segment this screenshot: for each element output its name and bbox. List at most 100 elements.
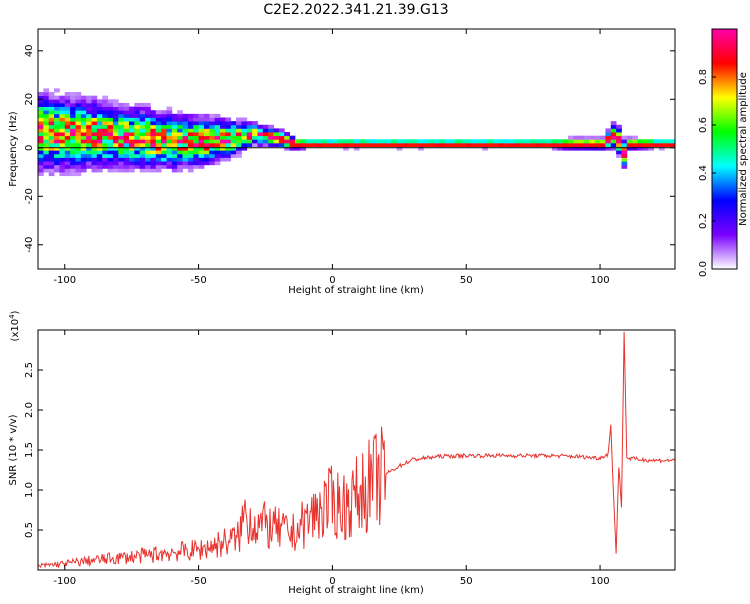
heatmap-cell (230, 121, 237, 126)
heatmap-cell (145, 135, 151, 140)
heatmap-cell (498, 142, 505, 147)
y-tick-label: 2.0 (24, 402, 35, 418)
heatmap-cell (54, 117, 60, 122)
heatmap-cell (225, 121, 232, 126)
heatmap-cell (145, 106, 151, 111)
heatmap-cell (241, 117, 248, 122)
heatmap-cell (38, 150, 44, 155)
heatmap-cell (145, 146, 151, 151)
heatmap-cell (80, 153, 87, 158)
heatmap-cell (214, 132, 221, 137)
heatmap-cell (91, 168, 98, 173)
heatmap-cell (118, 150, 125, 155)
heatmap-cell (209, 121, 216, 126)
heatmap-cell (64, 121, 71, 126)
heatmap-cell (525, 139, 531, 144)
heatmap-cell (150, 124, 157, 129)
heatmap-cell (112, 113, 119, 118)
heatmap-cell (621, 142, 628, 147)
heatmap-cell (107, 113, 114, 118)
heatmap-cell (236, 150, 242, 155)
heatmap-cell (96, 117, 103, 122)
heatmap-cell (134, 135, 141, 140)
heatmap-cell (225, 142, 232, 147)
heatmap-cell (38, 139, 44, 144)
heatmap-cell (43, 164, 50, 169)
heatmap-cell (134, 121, 141, 126)
heatmap-cell (246, 128, 253, 133)
heatmap-cell (134, 146, 141, 151)
heatmap-cell (150, 157, 157, 162)
heatmap-cell (573, 135, 580, 140)
heatmap-cell (161, 132, 167, 137)
heatmap-cell (54, 150, 60, 155)
heatmap-cell (546, 142, 553, 147)
x-tick-label: -100 (53, 275, 76, 286)
heatmap-cell (605, 132, 612, 137)
heatmap-cell (59, 128, 66, 133)
heatmap-cell (80, 110, 87, 115)
heatmap-cell (385, 139, 392, 144)
heatmap-cell (112, 161, 119, 166)
heatmap-cell (450, 142, 456, 147)
heatmap-cell (236, 124, 242, 129)
heatmap-cell (637, 146, 644, 151)
heatmap-cell (145, 128, 151, 133)
heatmap-cell (203, 142, 210, 147)
heatmap-cell (578, 146, 585, 151)
heatmap-cell (257, 128, 264, 133)
heatmap-cell (102, 153, 108, 158)
heatmap-cell (123, 146, 130, 151)
heatmap-cell (118, 113, 125, 118)
heatmap-cell (658, 146, 665, 151)
heatmap-cell (91, 142, 98, 147)
heatmap-cell (150, 161, 157, 166)
heatmap-cell (155, 124, 162, 129)
heatmap-cell (43, 110, 50, 115)
heatmap-cell (54, 121, 60, 126)
heatmap-cell (161, 113, 167, 118)
heatmap-cell (214, 153, 221, 158)
heatmap-cell (573, 139, 580, 144)
heatmap-cell (439, 139, 446, 144)
heatmap-cell (616, 139, 622, 144)
heatmap-cell (246, 132, 253, 137)
heatmap-cell (268, 135, 274, 140)
snr-frame (37, 329, 676, 571)
heatmap-cell (187, 117, 194, 122)
heatmap-cell (487, 142, 494, 147)
heatmap-cell (96, 99, 103, 104)
heatmap-cell (632, 146, 638, 151)
heatmap-cell (514, 142, 521, 147)
heatmap-cell (557, 146, 563, 151)
heatmap-cell (123, 150, 130, 155)
heatmap-cell (166, 153, 173, 158)
heatmap-cell (38, 124, 44, 129)
heatmap-cell (38, 128, 44, 133)
x-tick-label: 100 (591, 275, 610, 286)
heatmap-cell (70, 150, 76, 155)
heatmap-cell (209, 113, 216, 118)
heatmap-cell (605, 128, 612, 133)
heatmap-cell (241, 128, 248, 133)
colorbar-tick-label: 0.2 (698, 213, 709, 229)
heatmap-cell (150, 150, 157, 155)
heatmap-cell (155, 164, 162, 169)
heatmap-cell (38, 164, 44, 169)
heatmap-cell (305, 142, 312, 147)
snr-multiplier-label: (x104) (8, 310, 21, 341)
heatmap-cell (91, 150, 98, 155)
heatmap-cell (102, 157, 108, 162)
heatmap-cell (503, 139, 510, 144)
heatmap-cell (134, 164, 141, 169)
heatmap-cell (59, 146, 66, 151)
heatmap-cell (616, 146, 622, 151)
heatmap-cell (70, 146, 76, 151)
heatmap-cell (48, 139, 55, 144)
heatmap-cell (64, 150, 71, 155)
heatmap-cell (294, 146, 301, 151)
heatmap-cell (209, 124, 216, 129)
heatmap-cell (54, 142, 60, 147)
heatmap-cell (407, 142, 414, 147)
heatmap-cell (187, 146, 194, 151)
